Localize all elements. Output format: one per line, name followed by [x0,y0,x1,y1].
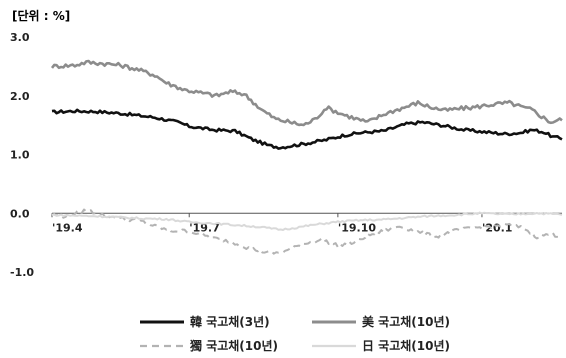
y-tick-label: 3.0 [10,31,30,44]
legend-label-1: 韓 국고채(3년) [190,314,270,329]
series-lines [50,59,563,255]
series-line-3 [51,208,563,255]
x-tick-label: '20.1 [482,221,513,234]
y-axis-ticks: 3.0 2.0 1.0 0.0 -1.0 [10,31,34,279]
y-tick-label: 1.0 [10,149,30,162]
legend-label-2: 美 국고채(10년) [362,314,450,329]
x-tick-label: '19.10 [338,221,377,234]
legend-label-3: 獨 국고채(10년) [189,338,278,353]
series-line-1 [51,108,563,150]
legend-label-4: 日 국고채(10년) [362,338,450,353]
legend: 韓 국고채(3년) 美 국고채(10년) 獨 국고채(10년) 日 국고채(10년) [140,314,450,353]
x-tick-label: '19.4 [52,221,83,234]
y-tick-label: 2.0 [10,90,30,103]
series-line-4 [52,211,563,231]
series-line-2 [50,59,563,127]
y-tick-label: 0.0 [10,207,30,220]
y-tick-label: -1.0 [10,266,34,279]
unit-label: [단위 : %] [12,8,70,23]
